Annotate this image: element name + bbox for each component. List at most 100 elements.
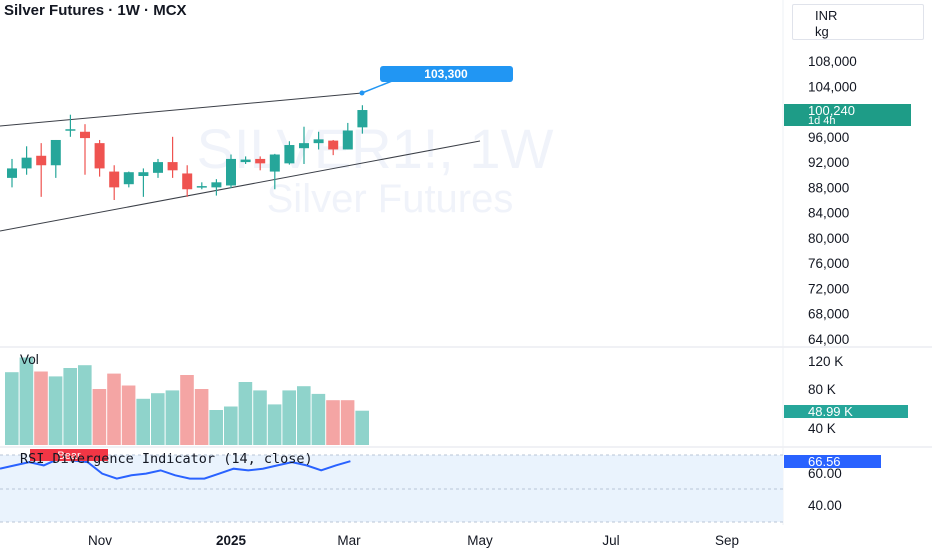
candle-body[interactable] (328, 140, 339, 150)
currency-label: INR (815, 8, 838, 23)
time-axis-label: Nov (88, 533, 112, 548)
rsi-pane-label: RSI Divergence Indicator (14, close) (20, 451, 313, 467)
time-axis[interactable]: Nov 2025 Mar May Jul Sep (88, 533, 739, 548)
watermark-name: Silver Futures (267, 177, 514, 221)
price-axis-tick: 80,000 (808, 231, 849, 246)
candle-body[interactable] (123, 172, 134, 185)
volume-bar[interactable] (209, 410, 223, 445)
countdown-value: 1d 4h (808, 115, 836, 127)
candles-group (7, 105, 368, 200)
price-axis-tick: 76,000 (808, 256, 849, 271)
volume-pane-label: Vol (20, 352, 39, 367)
volume-bar[interactable] (267, 404, 282, 445)
target-callout[interactable] (380, 66, 513, 82)
volume-bar[interactable] (253, 390, 267, 445)
volume-bar[interactable] (224, 406, 238, 446)
candle-body[interactable] (299, 143, 309, 149)
candle-body[interactable] (342, 130, 353, 150)
volume-bar[interactable] (34, 371, 48, 446)
candle-body[interactable] (226, 158, 236, 186)
target-callout-label: 103,300 (424, 67, 468, 81)
volume-bar[interactable] (92, 389, 107, 445)
chart-title: Silver Futures · 1W · MCX (4, 2, 187, 19)
volume-axis-tick: 120 K (808, 354, 843, 369)
unit-label: kg (815, 24, 829, 39)
candle-body[interactable] (182, 173, 193, 190)
candle-body[interactable] (167, 162, 178, 171)
volume-bar[interactable] (107, 373, 121, 445)
candle-body[interactable] (211, 182, 222, 188)
bear-divergence-tag (30, 449, 108, 461)
candle-body[interactable] (94, 143, 105, 169)
volume-bar[interactable] (78, 365, 92, 445)
target-anchor-dot[interactable] (359, 90, 365, 96)
candle-body[interactable] (36, 155, 47, 166)
volume-bar[interactable] (194, 389, 209, 445)
price-axis-tick: 88,000 (808, 180, 849, 195)
bear-divergence-tag-label: Bear (57, 450, 81, 462)
last-price-value: 100,240 (808, 103, 855, 118)
volume-axis-tick: 80 K (808, 382, 836, 397)
price-axis-tick: 84,000 (808, 206, 849, 221)
price-axis-tick: 92,000 (808, 155, 849, 170)
watermark-symbol: SILVER1!, 1W (197, 117, 554, 180)
volume-bar[interactable] (355, 410, 369, 445)
rsi-value-badge (784, 455, 881, 468)
candle-body[interactable] (153, 162, 163, 173)
currency-unit-button[interactable]: INR kg (792, 4, 924, 40)
volume-axis-tick: 40 K (808, 421, 836, 436)
volume-bars-group (5, 357, 369, 446)
volume-bar[interactable] (48, 376, 63, 445)
rsi-value: 66.56 (808, 454, 841, 469)
price-axis-tick: 96,000 (808, 130, 849, 145)
volume-bar[interactable] (5, 372, 19, 445)
time-axis-label: Jul (602, 533, 619, 548)
volume-bar[interactable] (121, 385, 136, 446)
channel-lower-line[interactable] (0, 140, 481, 232)
candle-body[interactable] (240, 159, 251, 163)
price-axis-tick: 64,000 (808, 332, 849, 347)
volume-value: 48.99 K (808, 404, 853, 419)
volume-bar[interactable] (19, 357, 34, 446)
target-projection-line[interactable] (361, 80, 393, 94)
candle-body[interactable] (196, 186, 207, 188)
time-axis-label: May (467, 533, 493, 548)
volume-bar[interactable] (340, 400, 355, 445)
candle-body[interactable] (357, 110, 368, 128)
price-axis-tick: 104,000 (808, 79, 857, 94)
volume-bar[interactable] (311, 393, 326, 445)
volume-bar[interactable] (180, 375, 194, 445)
time-axis-label: 2025 (216, 533, 247, 548)
candle-body[interactable] (65, 129, 76, 131)
price-axis[interactable]: 108,000104,000100,00096,00092,00088,0008… (808, 54, 857, 347)
price-axis-tick: 108,000 (808, 54, 857, 69)
last-price-badge (784, 104, 911, 126)
rsi-axis-tick: 40.00 (808, 498, 842, 513)
price-axis-tick: 68,000 (808, 307, 849, 322)
volume-value-badge (784, 405, 908, 418)
volume-bar[interactable] (297, 386, 311, 445)
candle-body[interactable] (21, 157, 32, 169)
candle-body[interactable] (80, 131, 90, 139)
candle-body[interactable] (7, 168, 17, 178)
time-axis-label: Sep (715, 533, 739, 548)
time-axis-label: Mar (337, 533, 361, 548)
channel-upper-line[interactable] (0, 92, 363, 127)
volume-bar[interactable] (165, 390, 180, 445)
candle-body[interactable] (313, 139, 324, 144)
candle-body[interactable] (138, 172, 149, 176)
rsi-axis-tick: 60.00 (808, 466, 842, 481)
candle-body[interactable] (269, 154, 280, 172)
candle-body[interactable] (50, 139, 61, 166)
volume-bar[interactable] (136, 398, 150, 445)
volume-bar[interactable] (151, 393, 165, 445)
price-axis-tick: 72,000 (808, 281, 849, 296)
volume-bar[interactable] (63, 368, 77, 445)
volume-bar[interactable] (326, 400, 340, 445)
volume-bar[interactable] (282, 390, 296, 445)
candle-body[interactable] (109, 171, 120, 188)
volume-bar[interactable] (238, 382, 253, 445)
candle-body[interactable] (284, 145, 295, 164)
candle-body[interactable] (255, 158, 266, 164)
